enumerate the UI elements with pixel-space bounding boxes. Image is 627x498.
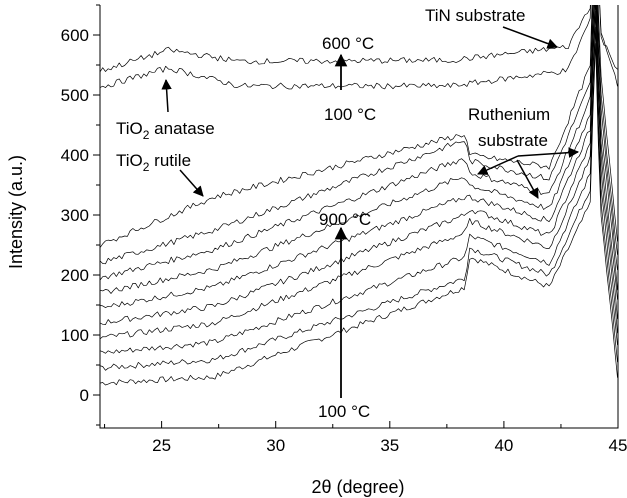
y-tick-label: 500 — [61, 86, 89, 105]
temp-100-bottom-label: 100 °C — [318, 402, 370, 421]
y-tick-label: 200 — [61, 266, 89, 285]
y-axis-title: Intensity (a.u.) — [6, 155, 26, 269]
rutile-arrow — [179, 169, 204, 197]
ruthenium-arrow-3 — [516, 159, 539, 199]
ruthenium-label-line1: Ruthenium — [468, 105, 550, 124]
ruthenium-series-line — [100, 5, 618, 294]
y-tick-label: 300 — [61, 206, 89, 225]
y-tick-label: 600 — [61, 26, 89, 45]
y-axis-ticks: 0 100 200 300 400 500 600 — [61, 4, 100, 426]
temp-600-label: 600 °C — [322, 34, 374, 53]
x-tick-label: 45 — [609, 436, 627, 455]
tin-series-line — [100, 5, 618, 73]
tin-substrate-label: TiN substrate — [425, 6, 525, 25]
temp-900-label: 900 °C — [319, 210, 371, 229]
ruthenium-arrow-2 — [517, 147, 580, 158]
ruthenium-series-line — [100, 10, 618, 354]
x-tick-label: 25 — [152, 436, 171, 455]
axis-frame — [99, 5, 619, 429]
anatase-label: TiO2 anatase — [116, 119, 215, 142]
spectra-traces — [100, 5, 618, 386]
ruthenium-label-line2: substrate — [478, 131, 548, 150]
ruthenium-series-line — [100, 5, 618, 265]
ruthenium-series-line — [100, 5, 618, 308]
ruthenium-series-line — [100, 5, 618, 248]
temp-100-top-label: 100 °C — [324, 105, 376, 124]
x-tick-label: 35 — [380, 436, 399, 455]
ruthenium-arrow-1 — [477, 155, 519, 175]
tin-series-line — [100, 5, 618, 90]
x-tick-label: 30 — [266, 436, 285, 455]
anatase-arrow — [161, 78, 172, 113]
rutile-label: TiO2 rutile — [116, 151, 191, 174]
tin-arrow — [502, 26, 558, 49]
y-tick-label: 0 — [80, 386, 89, 405]
y-tick-label: 100 — [61, 326, 89, 345]
ruthenium-series-line — [100, 5, 618, 340]
x-axis-ticks: 25 30 35 40 45 — [104, 421, 627, 455]
y-tick-label: 400 — [61, 146, 89, 165]
x-axis-title: 2θ (degree) — [311, 477, 404, 497]
ruthenium-series-line — [100, 26, 618, 371]
ruthenium-series-line — [100, 5, 618, 325]
x-tick-label: 40 — [494, 436, 513, 455]
ruthenium-series-line — [100, 43, 618, 386]
